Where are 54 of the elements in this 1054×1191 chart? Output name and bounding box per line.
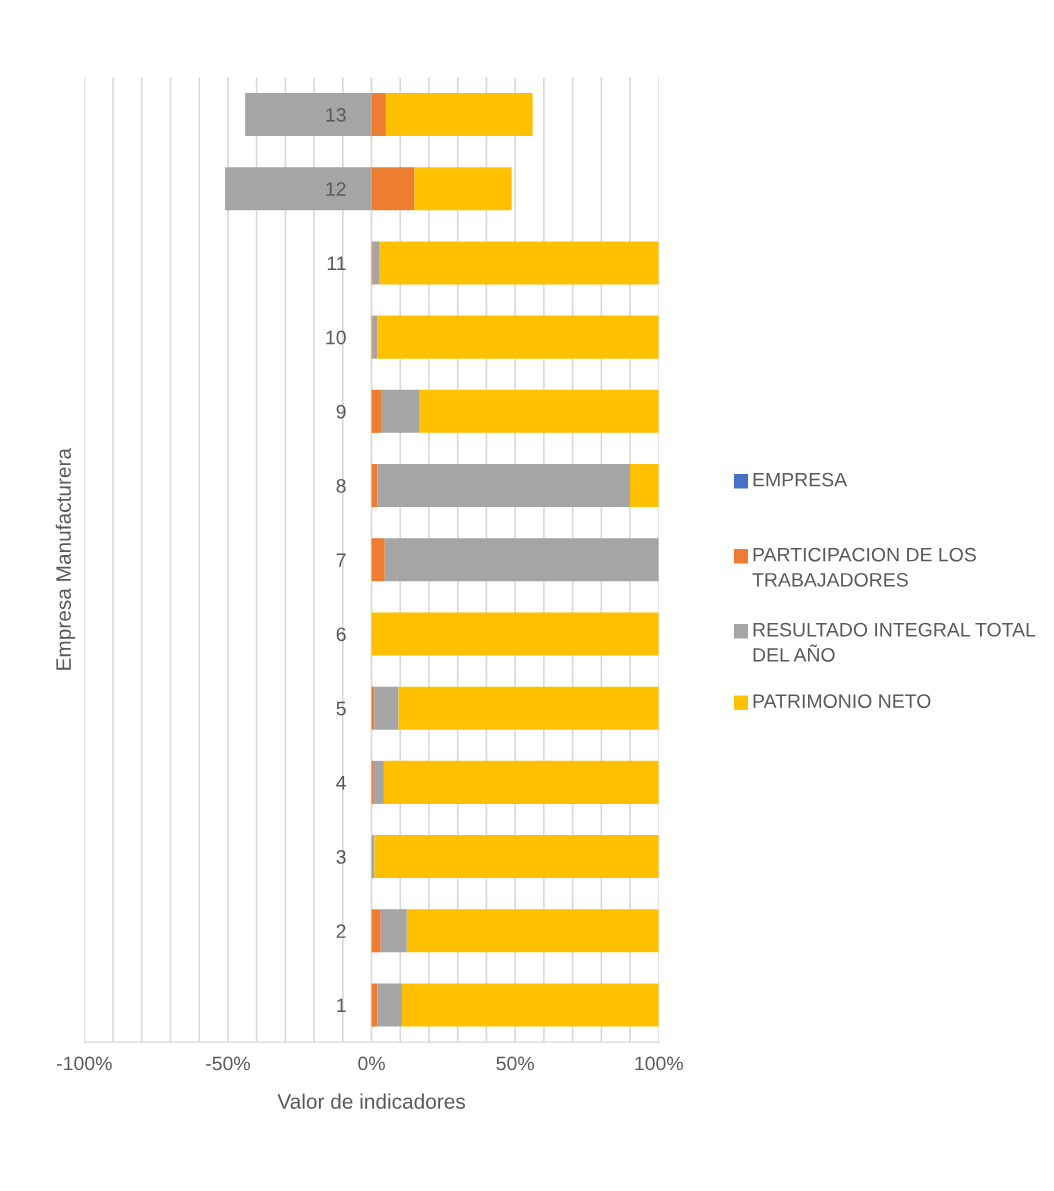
y-tick-label: 7 [336,553,346,567]
bar [380,909,407,953]
y-tick-label: 11 [327,256,346,270]
bar [374,835,659,879]
x-tick-label: -50% [206,1056,250,1071]
x-tick-label: -100% [57,1056,112,1071]
x-tick-label: 50% [496,1056,534,1071]
y-tick-label: 1 [337,998,346,1013]
legend-label: EMPRESA [753,472,848,487]
bar [377,464,631,508]
bar [374,686,399,730]
bar [414,167,512,211]
bar [406,909,659,953]
y-tick-label: 3 [336,850,346,864]
y-axis-title: Empresa Manufacturera [55,448,76,670]
bar [372,760,384,804]
bar [245,93,372,137]
y-tick-label: 9 [336,404,346,419]
y-tick-label: 10 [326,330,346,345]
bar [377,983,402,1027]
y-tick-label: 8 [336,479,346,493]
y-tick-label: 5 [336,701,346,716]
bar [377,315,659,359]
bar [371,464,378,508]
bar [385,93,533,137]
y-tick-label: 2 [336,924,346,938]
bar [371,612,659,656]
y-tick-label: 13 [326,107,346,122]
bar [371,167,415,211]
bar [384,538,659,582]
bar [225,167,372,211]
bar [379,241,659,285]
bar [371,909,381,953]
legend-label: RESULTADO INTEGRAL TOTAL DEL AÑO [753,622,1036,662]
legend-label: PATRIMONIO NETO [753,694,931,709]
bar [371,93,386,137]
bar [630,464,659,508]
bar [371,538,385,582]
y-tick-label: 6 [336,627,346,642]
bar [372,241,379,285]
bar [419,389,659,433]
x-axis-title: Valor de indicadores [277,1093,465,1109]
y-tick-label: 4 [336,776,346,790]
bar [383,760,659,804]
x-tick-label: 100% [635,1056,683,1071]
bar [381,389,420,433]
bar [372,315,378,359]
bar [371,983,378,1027]
x-tick-label: 0% [358,1056,385,1071]
legend-label: PARTICIPACION DE LOS TRABAJADORES [752,547,976,587]
y-tick-label: 12 [326,182,346,196]
bar [401,983,659,1027]
bar [398,686,659,730]
bar [371,389,382,433]
